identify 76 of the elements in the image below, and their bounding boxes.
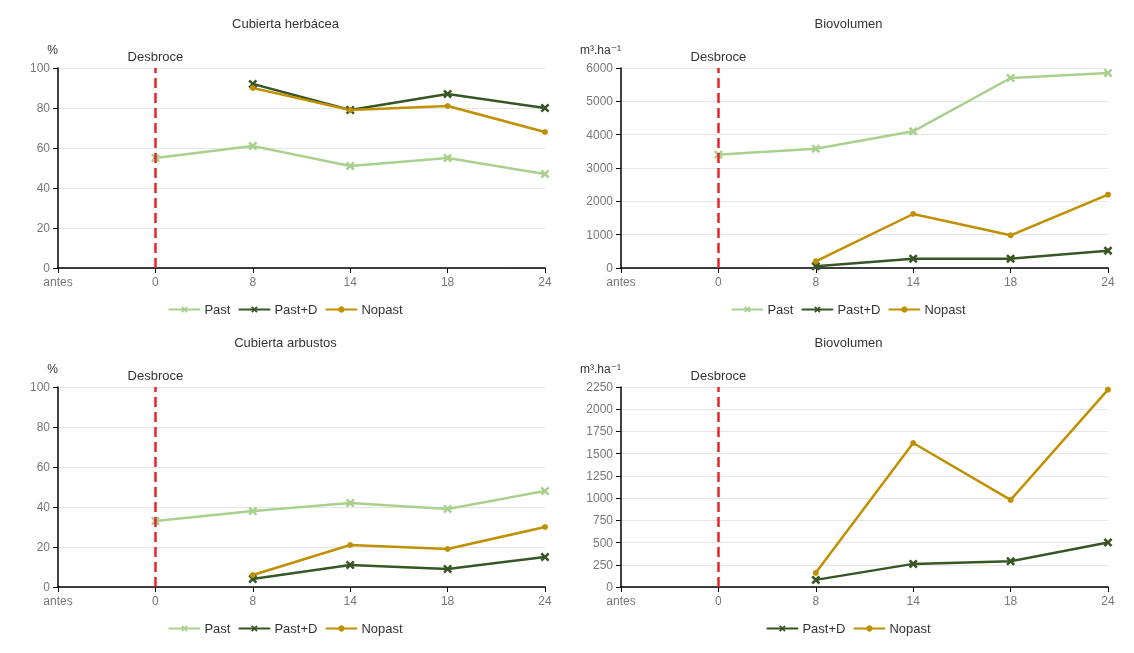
x-tick-label: 0 bbox=[715, 594, 723, 608]
legend-label: Past bbox=[204, 621, 231, 636]
x-tick-label: 8 bbox=[812, 594, 820, 608]
legend-label: Nopast bbox=[924, 302, 966, 317]
y-tick-label: 20 bbox=[36, 221, 51, 235]
x-tick-label: 0 bbox=[152, 275, 160, 289]
y-axis-title: m³.ha⁻¹ bbox=[579, 43, 621, 57]
chart-title: Cubierta herbácea bbox=[232, 16, 340, 31]
y-tick-label: 2250 bbox=[586, 380, 614, 394]
y-tick-label: 1750 bbox=[586, 424, 614, 439]
chart-title: Cubierta arbustos bbox=[234, 335, 338, 350]
y-axis-title: % bbox=[47, 43, 59, 57]
x-tick-label: 18 bbox=[440, 594, 455, 608]
y-tick-label: 60 bbox=[36, 141, 51, 155]
y-tick-label: 80 bbox=[36, 420, 51, 434]
y-tick-label: 500 bbox=[592, 535, 614, 550]
y-tick-label: 0 bbox=[43, 580, 51, 594]
ref-line-label: Desbroce bbox=[690, 368, 747, 383]
x-tick-label: 8 bbox=[812, 275, 820, 289]
y-axis-title: % bbox=[47, 362, 59, 376]
y-tick-label: 1250 bbox=[586, 468, 614, 483]
y-tick-label: 250 bbox=[592, 557, 614, 572]
x-tick-label: 14 bbox=[906, 275, 921, 289]
legend-label: Nopast bbox=[361, 302, 403, 317]
y-tick-label: 40 bbox=[36, 181, 51, 195]
legend-label: Past+D bbox=[837, 302, 881, 317]
x-tick-label: 14 bbox=[343, 594, 358, 608]
x-tick-label: 18 bbox=[1003, 594, 1018, 608]
y-tick-label: 100 bbox=[29, 61, 51, 75]
y-tick-label: 1500 bbox=[586, 446, 614, 461]
y-tick-label: 2000 bbox=[586, 194, 614, 209]
legend-label: Nopast bbox=[361, 621, 403, 636]
y-tick-label: 750 bbox=[592, 513, 614, 528]
legend-label: Past bbox=[767, 302, 794, 317]
chart-title: Biovolumen bbox=[814, 16, 883, 31]
y-tick-label: 0 bbox=[43, 261, 51, 275]
y-tick-label: 6000 bbox=[586, 61, 614, 75]
x-tick-label: antes bbox=[43, 594, 73, 608]
x-tick-label: 14 bbox=[906, 594, 921, 608]
legend-label: Past bbox=[204, 302, 231, 317]
x-tick-label: 0 bbox=[715, 275, 723, 289]
y-tick-label: 0 bbox=[606, 580, 614, 594]
x-tick-label: antes bbox=[43, 275, 73, 289]
x-tick-label: 24 bbox=[1101, 275, 1115, 289]
x-tick-label: 18 bbox=[440, 275, 455, 289]
x-tick-label: 8 bbox=[249, 594, 257, 608]
y-axis-title: m³.ha⁻¹ bbox=[579, 362, 621, 376]
legend-label: Nopast bbox=[889, 621, 931, 636]
chart-title: Biovolumen bbox=[814, 335, 883, 350]
y-tick-label: 80 bbox=[36, 101, 51, 115]
x-tick-label: 24 bbox=[538, 594, 552, 608]
x-tick-label: antes bbox=[606, 594, 636, 608]
ref-line-label: Desbroce bbox=[690, 49, 747, 64]
y-tick-label: 5000 bbox=[586, 94, 614, 109]
y-tick-label: 100 bbox=[29, 380, 51, 394]
y-tick-label: 1000 bbox=[586, 227, 614, 242]
x-tick-label: 0 bbox=[152, 594, 160, 608]
x-tick-label: 24 bbox=[538, 275, 552, 289]
legend-label: Past+D bbox=[274, 302, 318, 317]
y-tick-label: 40 bbox=[36, 500, 51, 514]
y-tick-label: 2000 bbox=[586, 402, 614, 417]
x-tick-label: 24 bbox=[1101, 594, 1115, 608]
y-tick-label: 60 bbox=[36, 460, 51, 474]
y-tick-label: 20 bbox=[36, 540, 51, 554]
legend-label: Past+D bbox=[274, 621, 318, 636]
y-tick-label: 4000 bbox=[586, 127, 614, 142]
legend-label: Past+D bbox=[802, 621, 846, 636]
ref-line-label: Desbroce bbox=[127, 368, 184, 383]
x-tick-label: 18 bbox=[1003, 275, 1018, 289]
y-tick-label: 1000 bbox=[586, 491, 614, 506]
y-tick-label: 3000 bbox=[586, 161, 614, 175]
x-tick-label: 8 bbox=[249, 275, 257, 289]
x-tick-label: 14 bbox=[343, 275, 358, 289]
x-tick-label: antes bbox=[606, 275, 636, 289]
ref-line-label: Desbroce bbox=[127, 49, 184, 64]
y-tick-label: 0 bbox=[606, 261, 614, 275]
